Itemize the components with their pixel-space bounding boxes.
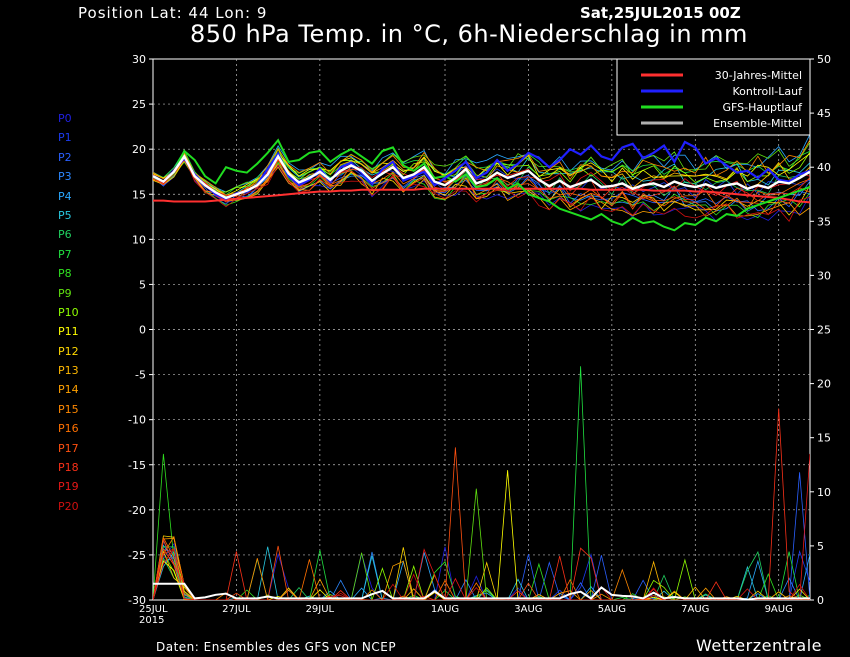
y-left-tick-label: -25 [128,549,146,562]
y-left-tick-label: 30 [132,53,146,66]
y-left-tick-label: -20 [128,504,146,517]
y-left-tick-label: -5 [135,369,146,382]
x-tick-label: 27JUL [222,604,251,615]
member-label-p9: P9 [58,286,72,300]
y-right-tick-label: 40 [817,161,831,174]
x-tick-label: 29JUL [306,604,335,615]
x-tick-label: 2015 [139,615,164,626]
legend-label: Kontroll-Lauf [733,85,804,98]
member-precip-line-p18 [153,408,810,600]
member-precip-line-p16 [153,536,810,600]
member-list: P0 P1 P2 P3 P4 P5 P6 P7 P8 P9 P10 P11 P12 P13 P14 P15 P1… [58,109,79,516]
member-precip-line-p14 [153,537,810,600]
y-left-tick-label: 25 [132,98,146,111]
member-precip-line-p6 [153,550,810,600]
legend-label: 30-Jahres-Mittel [715,69,802,82]
plot-frame [152,58,811,601]
member-label-p13: P13 [58,364,79,378]
chart-title: 850 hPa Temp. in °C, 6h-Niederschlag in … [190,20,748,48]
member-precip-line-p10 [153,548,810,600]
member-label-p16: P16 [58,422,79,436]
y-right-tick-label: 50 [817,53,831,66]
y-right-tick-label: 45 [817,107,831,120]
x-tick-label: 9AUG [765,604,793,615]
member-precip-line-p0 [153,542,810,600]
member-label-p14: P14 [58,383,79,397]
member-label-p12: P12 [58,344,79,358]
y-left-tick-label: 5 [139,278,146,291]
gfs-main-line [153,138,810,232]
x-tick-label: 7AUG [681,604,709,615]
control-run-line [153,140,810,201]
y-right-tick-label: 25 [817,324,831,337]
member-temp-line-p20 [153,156,810,223]
member-label-p1: P1 [58,131,72,145]
member-label-p8: P8 [58,267,72,281]
legend-label: GFS-Hauptlauf [722,101,803,114]
y-right-tick-label: 35 [817,215,831,228]
member-precip-line-p20 [153,548,810,600]
y-right-tick-label: 5 [817,540,824,553]
y-right-tick-label: 20 [817,378,831,391]
member-precip-line-p17 [153,447,810,600]
position-label: Position Lat: 44 Lon: 9 [78,4,268,22]
member-temp-line-p15 [153,139,810,196]
y-left-tick-label: 0 [139,324,146,337]
data-source: Daten: Ensembles des GFS von NCEP [156,640,397,654]
member-temp-line-p14 [153,159,810,217]
member-label-p10: P10 [58,305,79,319]
y-left-tick-label: -30 [128,594,146,607]
y-right-tick-label: 30 [817,269,831,282]
y-left-tick-label: 15 [132,188,146,201]
y-right-tick-label: 15 [817,432,831,445]
member-precip-line-p13 [153,549,810,600]
brand-label: Wetterzentrale [696,636,823,655]
member-label-p19: P19 [58,480,79,494]
member-precip-line-p1 [153,548,810,600]
member-label-p0: P0 [58,112,72,125]
member-label-p7: P7 [58,247,72,261]
member-label-p6: P6 [58,228,72,242]
y-right-tick-label: 0 [817,594,824,607]
y-left-tick-label: 10 [132,233,146,246]
plot-area [153,134,810,600]
y-left-tick-label: 20 [132,143,146,156]
member-precip-line-p7 [153,366,810,600]
member-precip-line-p12 [153,535,810,600]
member-label-p20: P20 [58,499,79,513]
ensemble-mean-precip-line [153,582,810,600]
member-precip-line-p8 [153,453,810,600]
member-label-p3: P3 [58,170,72,184]
y-right-tick-label: 10 [817,486,831,499]
member-precip-line-p3 [153,539,810,600]
member-label-p17: P17 [58,441,79,455]
member-label-p4: P4 [58,189,72,203]
x-tick-label: 5AUG [598,604,626,615]
member-label-p2: P2 [58,150,72,164]
y-left-tick-label: -15 [128,459,146,472]
ensemble-mean-line [153,154,810,200]
member-label-p5: P5 [58,208,72,222]
member-temp-line-p17 [153,158,810,216]
run-date: Sat,25JUL2015 00Z [580,4,741,22]
member-label-p18: P18 [58,461,79,475]
y-left-tick-label: -10 [128,414,146,427]
legend-label: Ensemble-Mittel [713,117,802,130]
member-label-p15: P15 [58,402,79,416]
member-precip-line-p15 [153,535,810,600]
member-precip-line-p19 [153,453,810,600]
x-tick-label: 1AUG [431,604,459,615]
x-tick-label: 25JUL [139,604,168,615]
climatology-line [153,187,810,204]
member-label-p11: P11 [58,325,79,339]
x-tick-label: 3AUG [514,604,542,615]
